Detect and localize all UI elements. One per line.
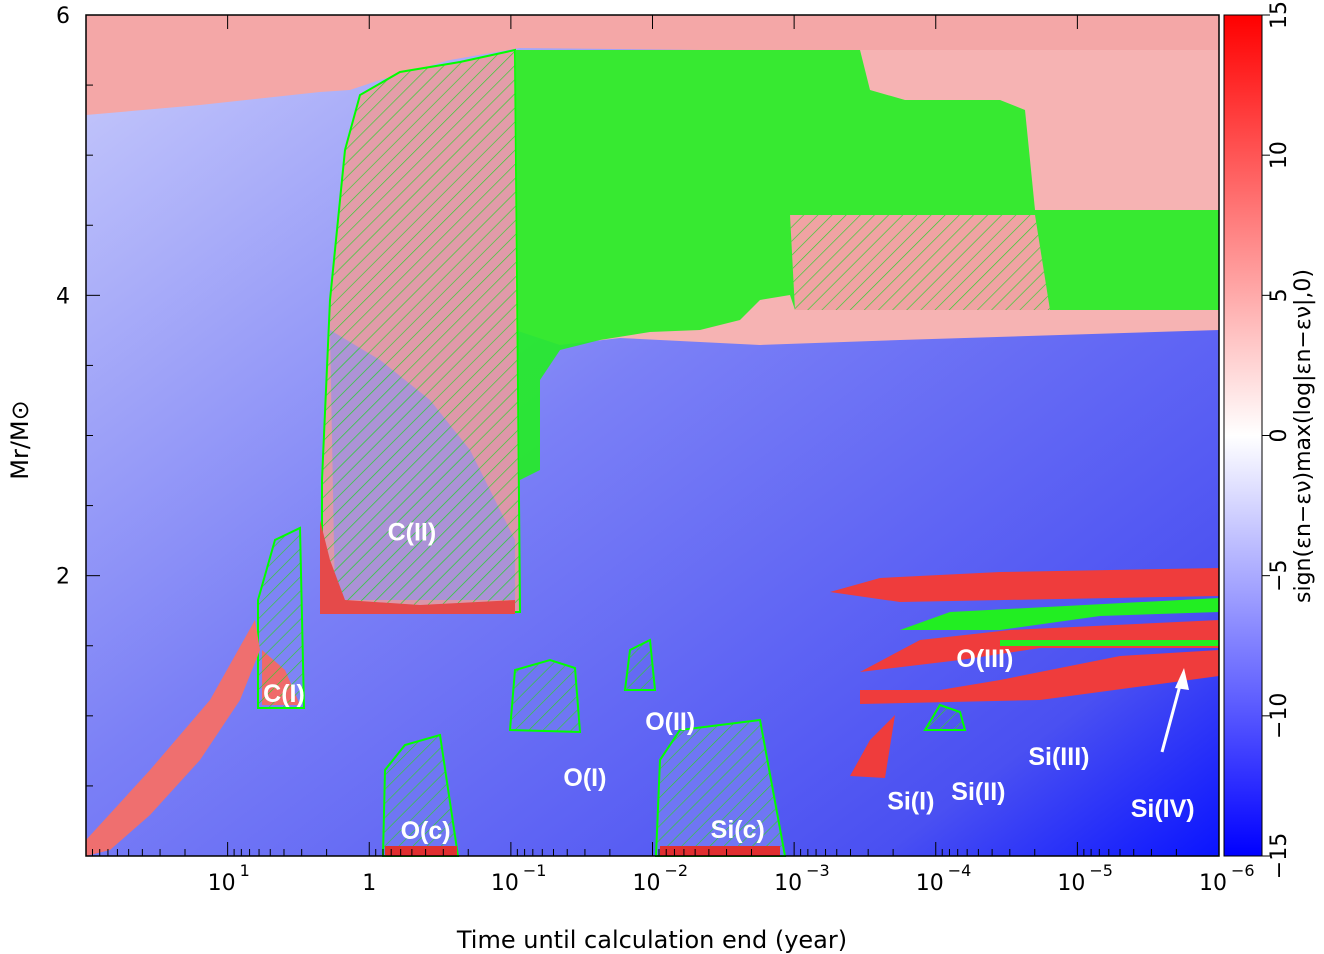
sic-burning — [660, 846, 780, 856]
colorbar-ticks: 15 10 5 0 −5 −10 −15 — [1262, 1, 1292, 879]
x-tick-exponent: −4 — [948, 861, 972, 880]
x-tick-label: 10 — [208, 871, 236, 896]
plot-area — [86, 15, 1219, 857]
oc-burning — [385, 846, 457, 856]
region-label: O(II) — [645, 708, 695, 736]
region-label: O(III) — [956, 645, 1013, 673]
convective-o2 — [623, 638, 657, 691]
region-label: C(I) — [263, 680, 305, 708]
region-label: Si(I) — [887, 788, 934, 816]
late-band-2 — [900, 598, 1219, 630]
region-label: Si(IV) — [1131, 795, 1195, 823]
colorbar: 15 10 5 0 −5 −10 −15 sign(εn−εν)max(log|εn−εν|… — [1223, 1, 1316, 879]
x-tick-label: 10 — [916, 871, 944, 896]
y-tick-label: 6 — [56, 4, 70, 29]
x-tick-exponent: −2 — [665, 861, 689, 880]
y-axis-label: Mr/M⊙ — [6, 400, 34, 479]
burning-strip — [320, 520, 515, 614]
region-labels: C(I) C(II) O(c) O(I) O(II) Si(c) Si(I) Si(II) O(… — [263, 519, 1194, 846]
colorbar-gradient — [1223, 14, 1263, 857]
late-band-5 — [860, 650, 1219, 704]
shell-hatch-lines — [790, 215, 1050, 310]
colorbar-tick-label: 15 — [1267, 1, 1292, 29]
colorbar-tick-label: 10 — [1267, 141, 1292, 169]
x-tick-label: 10 — [633, 871, 661, 896]
envelope-region — [86, 15, 1219, 115]
c2-inner-hatch — [330, 330, 515, 600]
colorbar-tick-label: −5 — [1267, 559, 1292, 591]
si4-arrow — [1160, 677, 1184, 753]
colorbar-tick-label: −15 — [1267, 833, 1292, 879]
si4-arrowhead — [1175, 668, 1189, 690]
colorbar-label: sign(εn−εν)max(log|εn−εν|,0) — [1291, 269, 1316, 603]
x-axis-label: Time until calculation end (year) — [456, 926, 847, 954]
colorbar-tick-label: 5 — [1267, 288, 1292, 302]
x-tick-label: 10 — [1199, 871, 1227, 896]
x-tick-exponent: 1 — [240, 861, 250, 880]
colorbar-tick-label: −10 — [1267, 693, 1292, 739]
y-tick-label: 2 — [56, 565, 70, 590]
x-tick-exponent: −5 — [1089, 861, 1113, 880]
x-tick-exponent: −3 — [806, 861, 830, 880]
y-axis-ticks: 2 4 6 — [56, 4, 100, 787]
y-tick-label: 4 — [56, 284, 70, 309]
colorbar-tick-label: 0 — [1267, 429, 1292, 443]
region-label: Si(c) — [711, 816, 765, 844]
convective-o1-hatch — [508, 658, 582, 734]
x-tick-label: 10 — [1057, 871, 1085, 896]
region-label: Si(II) — [951, 778, 1005, 806]
region-label: O(c) — [401, 817, 451, 845]
x-tick-exponent: −6 — [1231, 861, 1255, 880]
region-label: O(I) — [563, 764, 606, 792]
late-band-7 — [923, 703, 967, 731]
region-label: Si(III) — [1028, 743, 1089, 771]
x-tick-label: 1 — [362, 871, 376, 896]
x-tick-exponent: −1 — [523, 861, 547, 880]
convective-c1-hatch — [257, 526, 306, 709]
x-tick-label: 10 — [491, 871, 519, 896]
late-band-4 — [1000, 640, 1219, 646]
x-tick-label: 10 — [774, 871, 802, 896]
burning-wedge — [86, 620, 260, 856]
late-band-6 — [850, 715, 895, 778]
region-label: C(II) — [388, 519, 437, 547]
late-band-1 — [830, 568, 1219, 602]
